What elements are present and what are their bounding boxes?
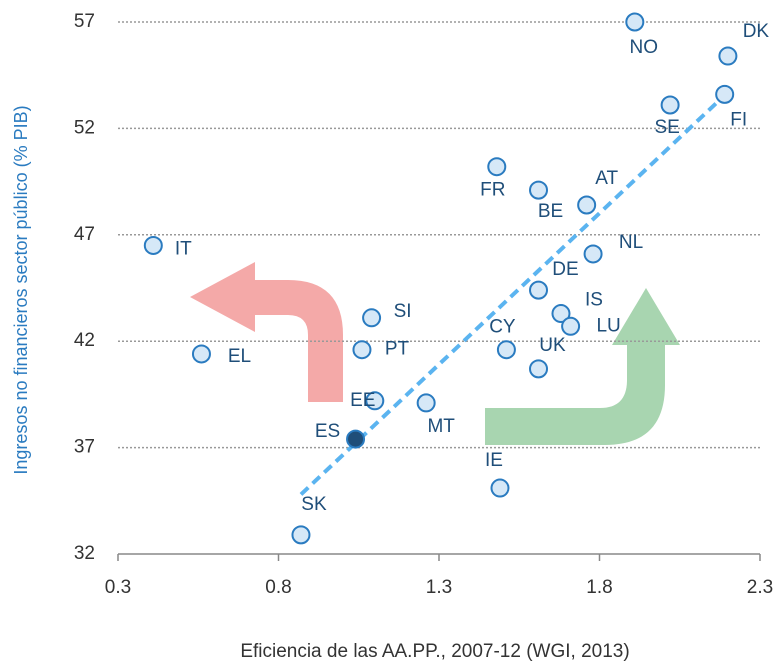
point-label: NO bbox=[630, 37, 659, 58]
y-tick-label: 32 bbox=[74, 543, 95, 564]
x-tick-label: 0.8 bbox=[265, 577, 291, 598]
right-arrow bbox=[485, 288, 680, 445]
point-label: SK bbox=[301, 494, 327, 515]
point bbox=[365, 391, 385, 411]
y-tick-label: 37 bbox=[74, 437, 95, 458]
point-label: AT bbox=[595, 168, 618, 189]
point bbox=[718, 46, 738, 66]
x-tick-label: 0.3 bbox=[105, 577, 131, 598]
point bbox=[715, 84, 735, 104]
point-label: SE bbox=[654, 117, 679, 138]
point bbox=[551, 304, 571, 324]
point bbox=[487, 157, 507, 177]
point-label: FR bbox=[480, 180, 505, 201]
point bbox=[416, 393, 436, 413]
point bbox=[529, 359, 549, 379]
y-tick-label: 57 bbox=[74, 11, 95, 32]
point bbox=[352, 340, 372, 360]
point bbox=[346, 429, 366, 449]
point-label: IT bbox=[175, 238, 192, 259]
point bbox=[577, 195, 597, 215]
point-label: FI bbox=[730, 109, 747, 130]
point-label: SI bbox=[394, 301, 412, 322]
x-tick-label: 1.8 bbox=[586, 577, 612, 598]
point-label: PT bbox=[385, 339, 410, 360]
left-arrow bbox=[190, 262, 343, 402]
point bbox=[529, 280, 549, 300]
point bbox=[143, 235, 163, 255]
point-label: EL bbox=[228, 346, 251, 367]
point bbox=[561, 316, 581, 336]
point bbox=[496, 340, 516, 360]
point-label: DE bbox=[552, 259, 578, 280]
y-tick-label: 47 bbox=[74, 224, 95, 245]
point bbox=[660, 95, 680, 115]
point bbox=[490, 478, 510, 498]
trend-line bbox=[299, 90, 730, 496]
point-label: DK bbox=[743, 21, 770, 42]
x-tick-label: 1.3 bbox=[426, 577, 452, 598]
point bbox=[583, 244, 603, 264]
point-label: IS bbox=[585, 290, 603, 311]
point bbox=[362, 308, 382, 328]
point bbox=[191, 344, 211, 364]
point bbox=[625, 12, 645, 32]
point-label: NL bbox=[619, 232, 643, 253]
point-label: UK bbox=[539, 335, 566, 356]
point-label: ES bbox=[315, 421, 340, 442]
point-label: LU bbox=[596, 315, 620, 336]
y-axis-title: Ingresos no financieros sector público (… bbox=[11, 105, 31, 474]
x-tick-label: 2.3 bbox=[747, 577, 773, 598]
x-axis-title: Eficiencia de las AA.PP., 2007-12 (WGI, … bbox=[240, 641, 629, 662]
point bbox=[529, 180, 549, 200]
y-tick-label: 42 bbox=[74, 330, 95, 351]
point bbox=[291, 525, 311, 545]
point-label: EE bbox=[350, 390, 375, 411]
point-label: MT bbox=[427, 416, 455, 437]
y-tick-label: 52 bbox=[74, 117, 95, 138]
point-label: BE bbox=[538, 201, 563, 222]
point-label: CY bbox=[489, 317, 516, 338]
point-label: IE bbox=[485, 450, 503, 471]
